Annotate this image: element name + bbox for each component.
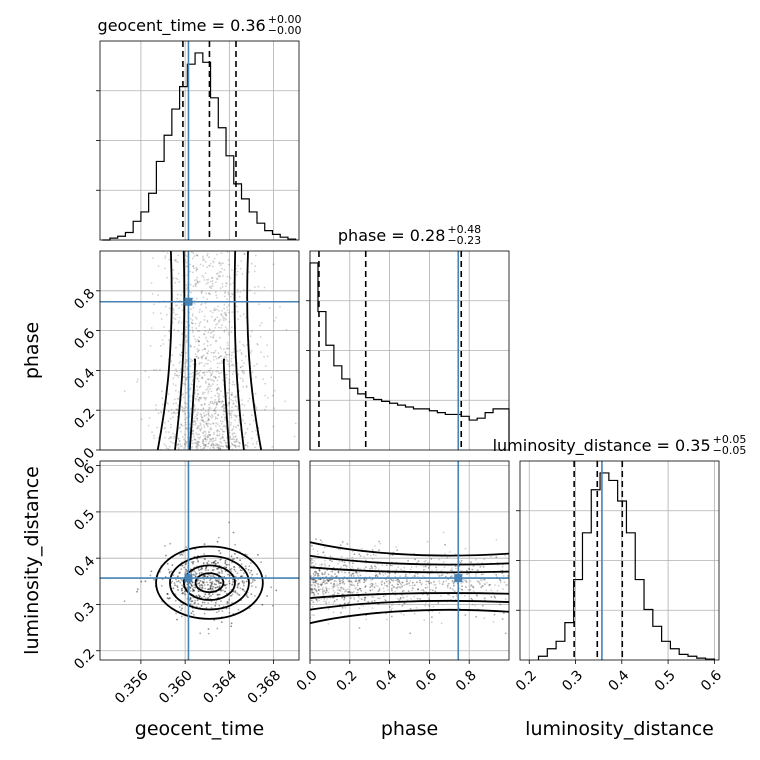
- contour-0-2-2: [169, 555, 250, 611]
- histogram-luminosity_distance: [537, 472, 715, 660]
- scatter-0-1: [123, 251, 297, 450]
- truth-point-1-2: [454, 574, 463, 583]
- ytick-phase-1: 0.2: [71, 405, 98, 432]
- ytick-luminosity_distance-3: 0.5: [71, 507, 98, 534]
- ytick-luminosity_distance-0: 0.2: [71, 646, 98, 673]
- xtick-luminosity_distance-2: 0.4: [606, 667, 633, 694]
- hist-panel-geocent_time: geocent_time = 0.36 +0.00−0.00: [96, 13, 302, 241]
- panel-geocent_time-vs-phase: [99, 250, 300, 451]
- ytick-luminosity_distance-1: 0.3: [71, 599, 98, 626]
- hist-panel-phase: phase = 0.28 +0.48−0.23: [306, 223, 510, 451]
- title-sub-luminosity_distance: −0.05: [713, 444, 747, 457]
- ytick-luminosity_distance-2: 0.4: [71, 553, 98, 580]
- histogram-geocent_time: [102, 52, 297, 241]
- xtick-phase-1: 0.2: [333, 667, 360, 694]
- ytick-phase-2: 0.4: [71, 365, 98, 392]
- xtick-phase-0: 0.0: [294, 667, 321, 694]
- xtick-geocent_time-1: 0.360: [156, 667, 196, 707]
- contour-0-2-3: [155, 545, 264, 620]
- title-luminosity_distance: luminosity_distance = 0.35: [493, 436, 711, 456]
- ytick-phase-3: 0.6: [71, 326, 98, 353]
- ylabel-phase: phase: [21, 322, 43, 379]
- truth-point-0-1: [184, 297, 193, 306]
- title-sup-luminosity_distance: +0.05: [713, 433, 747, 446]
- histogram-phase: [309, 262, 510, 450]
- hist-panel-luminosity_distance: luminosity_distance = 0.35 +0.05−0.05: [493, 433, 747, 661]
- ytick-phase-4: 0.8: [71, 286, 98, 313]
- xlabel-phase: phase: [381, 718, 438, 740]
- contour-0-1-1: [174, 251, 245, 450]
- panel-phase-vs-luminosity_distance: [309, 460, 510, 661]
- title-sub-phase: −0.23: [447, 234, 481, 247]
- xtick-phase-4: 0.8: [453, 667, 480, 694]
- xtick-geocent_time-3: 0.368: [245, 667, 285, 707]
- xlabel-luminosity_distance: luminosity_distance: [525, 718, 714, 740]
- contours-1-2: [310, 541, 509, 625]
- panel-geocent_time-vs-luminosity_distance: [99, 460, 300, 661]
- xlabel-geocent_time: geocent_time: [135, 718, 264, 740]
- title-geocent_time: geocent_time = 0.36: [98, 16, 266, 36]
- contour-0-2-1: [183, 564, 236, 601]
- xtick-geocent_time-0: 0.356: [112, 667, 152, 707]
- contours-0-2: [155, 545, 264, 620]
- contours-0-1: [156, 251, 263, 450]
- xtick-geocent_time-2: 0.364: [200, 667, 240, 707]
- xtick-luminosity_distance-0: 0.2: [513, 667, 540, 694]
- contour-0-1-2: [156, 251, 263, 450]
- title-sub-geocent_time: −0.00: [268, 24, 302, 37]
- contour-1-2-1: [310, 554, 509, 611]
- contour-1-2-2: [310, 541, 509, 625]
- title-sup-geocent_time: +0.00: [268, 13, 302, 26]
- contour-0-1-0: [188, 358, 231, 450]
- xtick-luminosity_distance-3: 0.5: [652, 667, 679, 694]
- xtick-phase-2: 0.4: [373, 667, 400, 694]
- contour-0-2-0: [194, 572, 225, 594]
- xtick-luminosity_distance-4: 0.6: [698, 667, 725, 694]
- xtick-luminosity_distance-1: 0.3: [559, 667, 586, 694]
- xtick-phase-3: 0.6: [413, 667, 440, 694]
- title-sup-phase: +0.48: [447, 223, 481, 236]
- ylabel-luminosity_distance: luminosity_distance: [21, 466, 43, 655]
- title-phase: phase = 0.28: [338, 226, 445, 245]
- truth-point-0-2: [184, 574, 193, 583]
- contour-1-2-0: [310, 566, 509, 600]
